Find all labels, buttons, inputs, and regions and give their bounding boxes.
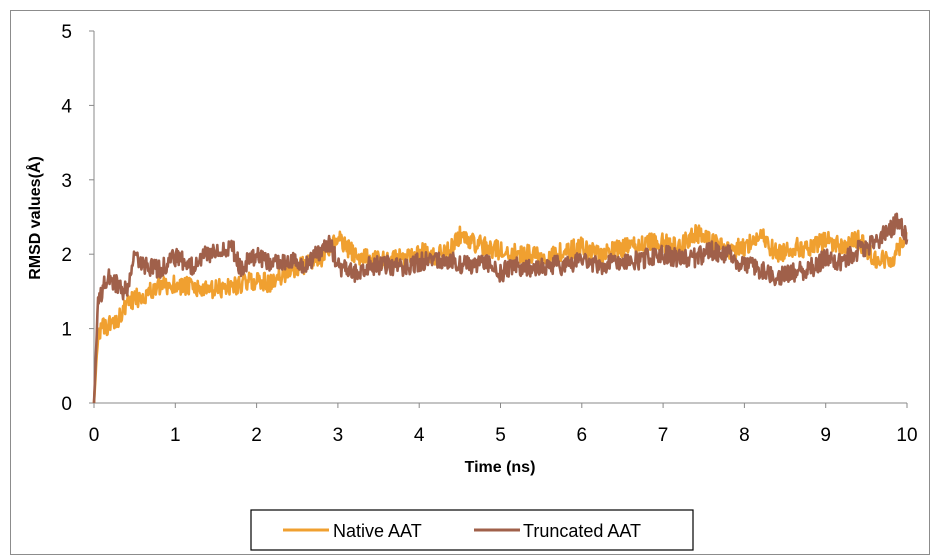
y-tick-label: 5 bbox=[61, 22, 72, 43]
legend-label: Truncated AAT bbox=[523, 521, 641, 541]
y-axis-title: RMSD values(Å) bbox=[25, 156, 44, 280]
x-tick-label: 6 bbox=[577, 425, 588, 446]
x-tick-label: 8 bbox=[739, 425, 750, 446]
x-tick-label: 7 bbox=[658, 425, 669, 446]
x-tick-label: 5 bbox=[495, 425, 506, 446]
x-tick-label: 0 bbox=[89, 425, 100, 446]
y-tick-label: 4 bbox=[61, 96, 72, 117]
x-tick-label: 2 bbox=[251, 425, 262, 446]
x-axis-title: Time (ns) bbox=[465, 459, 536, 476]
x-tick-label: 4 bbox=[414, 425, 425, 446]
y-tick-label: 2 bbox=[61, 245, 72, 266]
series-layer bbox=[92, 212, 909, 404]
x-tick-label: 1 bbox=[170, 425, 181, 446]
x-tick-label: 3 bbox=[333, 425, 344, 446]
series-line-native-aat bbox=[92, 224, 908, 404]
x-tick-label: 9 bbox=[820, 425, 831, 446]
y-tick-label: 3 bbox=[61, 171, 72, 192]
x-tick-label: 10 bbox=[896, 425, 917, 446]
legend-label: Native AAT bbox=[333, 521, 422, 541]
legend: Native AAT Truncated AAT bbox=[250, 509, 694, 551]
y-tick-label: 0 bbox=[61, 394, 72, 415]
series-line-truncated-aat bbox=[92, 212, 909, 404]
axes: 0 1 2 3 4 5 0 1 2 3 4 5 6 7 8 9 10 bbox=[61, 22, 917, 446]
y-tick-label: 1 bbox=[61, 320, 72, 341]
